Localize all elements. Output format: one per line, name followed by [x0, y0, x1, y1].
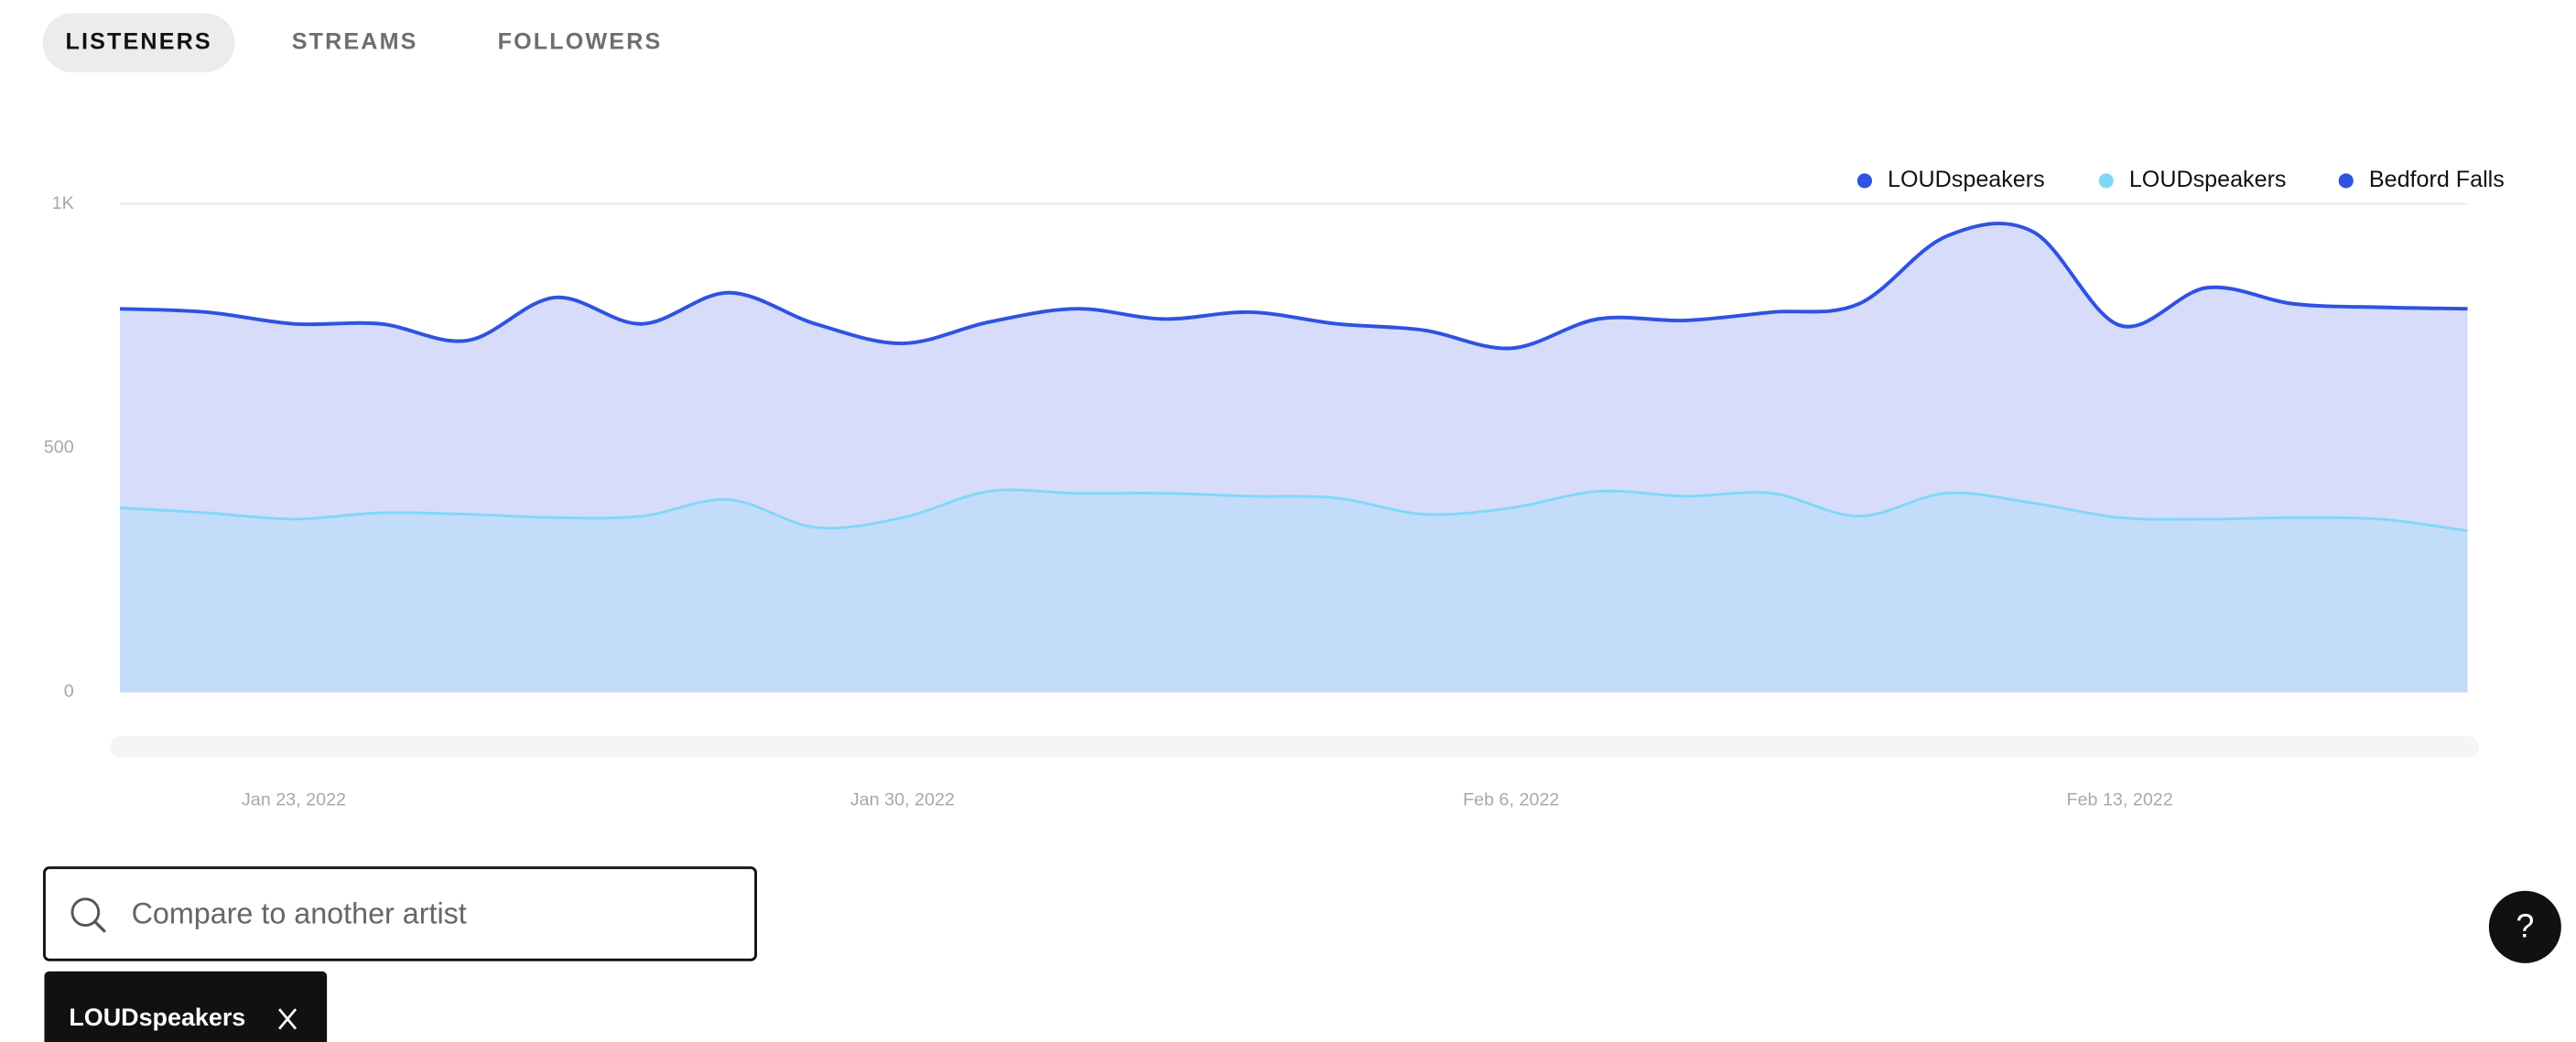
series-line [119, 488, 2468, 533]
series-line [119, 222, 2468, 351]
search-placeholder[interactable]: Compare to another artist [132, 896, 467, 929]
x-tick-label: Jan 23, 2022 [242, 789, 346, 809]
tab[interactable]: FOLLOWERS [498, 28, 663, 54]
legend-marker [1856, 173, 1872, 189]
chart: 0 500 1K Jan 23, 2022 Jan 30, 2022 Feb 6, 202… [44, 167, 2505, 809]
chip-close[interactable] [278, 1008, 298, 1030]
legend-label[interactable]: Bedford Falls [2369, 167, 2505, 192]
y-tick-label: 1K [52, 193, 74, 213]
help-label[interactable]: ? [2516, 908, 2534, 945]
series-area [120, 489, 2468, 692]
legend-marker [2098, 173, 2114, 189]
legend-label[interactable]: LOUDspeakers [2129, 167, 2287, 192]
legend-label[interactable]: LOUDspeakers [1888, 167, 2045, 192]
active-tab-background [42, 13, 235, 72]
legend-marker [2338, 173, 2354, 189]
tab[interactable]: STREAMS [292, 28, 418, 54]
y-tick-label: 0 [64, 681, 74, 701]
x-tick-label: Feb 6, 2022 [1463, 789, 1559, 809]
search-icon [70, 897, 101, 927]
tab[interactable]: LISTENERS [66, 28, 212, 54]
scrollbar-track[interactable] [110, 736, 2480, 758]
x-tick-label: Feb 13, 2022 [2066, 789, 2172, 809]
chip-label: LOUDspeakers [69, 1004, 245, 1031]
help-button[interactable] [2488, 890, 2561, 963]
x-tick-label: Jan 30, 2022 [850, 789, 955, 809]
artist-chip [44, 971, 328, 1042]
search-icon [93, 920, 106, 933]
search-box[interactable] [43, 866, 757, 961]
y-tick-label: 500 [44, 437, 74, 457]
